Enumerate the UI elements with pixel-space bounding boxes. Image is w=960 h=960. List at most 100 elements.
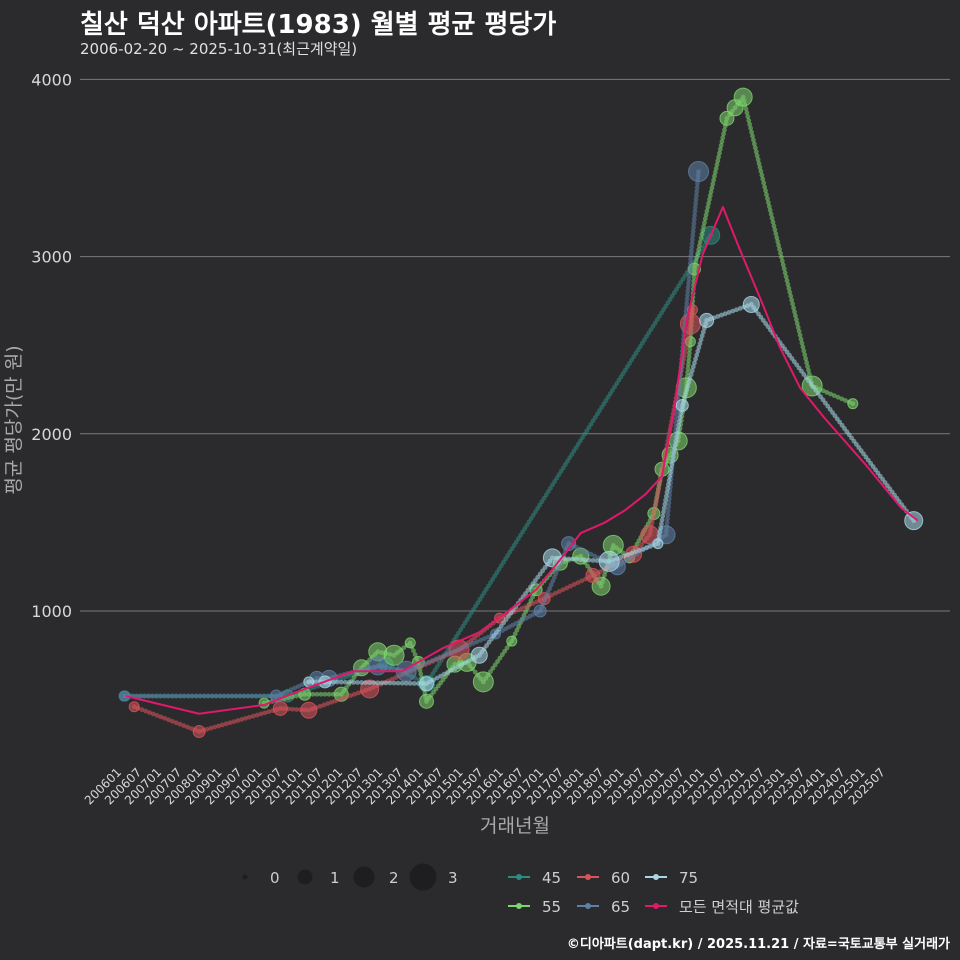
trail-dot (689, 368, 695, 374)
trail-dot (351, 675, 357, 681)
data-point (742, 295, 760, 313)
trail-dot (699, 231, 705, 237)
trail-dot (640, 546, 646, 552)
trail-dot (685, 333, 691, 339)
trail-dot (201, 693, 207, 699)
trail-dot (318, 691, 324, 697)
trail-dot (843, 398, 848, 403)
trail-dot (768, 211, 774, 217)
trail-dot (688, 372, 694, 377)
trail-dot (137, 693, 143, 699)
trail-dot (143, 708, 149, 714)
trail-dot (688, 248, 694, 254)
trail-dot (217, 693, 223, 699)
trail-dot (719, 312, 724, 318)
average-line (125, 205, 919, 715)
trail-dot (714, 162, 720, 168)
trail-dot (478, 637, 484, 643)
trail-dot (314, 691, 320, 697)
trail-dot (395, 680, 401, 686)
trail-dot (463, 644, 469, 649)
trail-dot (570, 556, 576, 562)
trail-dot (686, 276, 692, 282)
trail-dot (653, 501, 659, 506)
trail-dot (344, 694, 350, 700)
trail-dot (688, 252, 694, 258)
trail-dot (654, 497, 659, 503)
trail-dot (233, 693, 239, 699)
legend-dot (653, 874, 659, 880)
trail-dot (651, 512, 656, 518)
trail-dot (288, 687, 294, 693)
source-caption: ©디아파트(dapt.kr) / 2025.11.21 / 자료=국토교통부 실… (566, 937, 950, 952)
trail-dot (734, 307, 739, 313)
data-point (652, 538, 664, 550)
y-tick-label: 3000 (31, 248, 72, 267)
trail-dot (177, 693, 183, 699)
trail-dot (672, 446, 678, 452)
trail-dot (751, 141, 757, 147)
trail-dot (579, 578, 585, 584)
trail-dot (687, 264, 693, 270)
legend-dot (585, 874, 591, 880)
trail-dot (223, 721, 229, 727)
trail-dot (654, 493, 660, 499)
trail-dot (693, 258, 699, 264)
trail-dot (801, 348, 807, 354)
trail-dot (568, 583, 573, 589)
trail-dot (788, 293, 794, 299)
trail-dot (685, 383, 691, 389)
trail-dot (650, 516, 656, 522)
trail-dot (758, 168, 764, 174)
trail-dot (683, 304, 689, 310)
trail-dot (564, 585, 570, 591)
legend-dot (516, 903, 522, 909)
trail-dot (363, 680, 368, 685)
trail-dot (684, 337, 690, 342)
trail-dot (375, 680, 381, 686)
trail-dot (441, 671, 447, 677)
trail-dot (704, 208, 710, 214)
trail-dot (555, 567, 560, 573)
trail-dot (359, 680, 364, 685)
trail-dot (692, 213, 697, 218)
trail-dot (791, 305, 796, 311)
trail-dot (748, 125, 754, 131)
trail-dot (455, 647, 461, 652)
trail-dot (717, 146, 723, 152)
trail-dot (694, 185, 700, 190)
trail-dot (715, 158, 721, 164)
trail-dot (665, 482, 671, 487)
trail-dot (158, 714, 164, 720)
trail-dot (667, 474, 673, 479)
trail-dot (284, 688, 290, 694)
trail-dot (711, 177, 717, 183)
trail-dot (690, 233, 696, 238)
trail-dot (775, 239, 781, 244)
trail-dot (592, 553, 598, 559)
trail-dot (753, 149, 759, 155)
trail-dot (330, 679, 336, 685)
trail-dot (499, 652, 505, 658)
trail-dot (777, 246, 782, 252)
trail-dot (721, 131, 727, 137)
trail-dot (685, 288, 691, 294)
trail-dot (769, 215, 775, 221)
series-75 (303, 295, 924, 692)
legend-dot (585, 903, 591, 909)
trail-dot (781, 266, 787, 272)
trail-dot (326, 691, 332, 697)
data-point (472, 671, 494, 693)
trail-dot (185, 693, 191, 699)
trail-dot (338, 679, 344, 685)
trail-dot (762, 184, 768, 190)
trail-dot (556, 589, 562, 594)
trail-dot (387, 680, 393, 686)
trail-dot (696, 247, 702, 253)
trail-dot (181, 693, 187, 699)
y-axis-title: 평균 평당가(만 원) (3, 345, 25, 494)
trail-dot (700, 329, 706, 335)
trail-dot (578, 557, 584, 563)
trail-dot (551, 574, 557, 580)
trail-dot (566, 556, 571, 562)
